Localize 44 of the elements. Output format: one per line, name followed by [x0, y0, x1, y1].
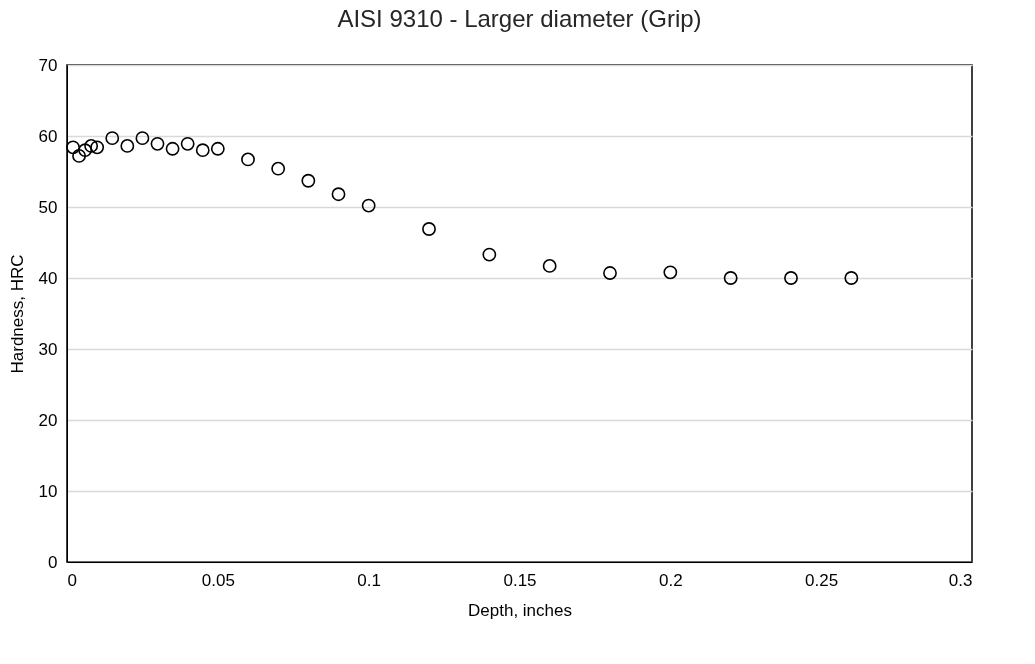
x-tick-label: 0.3	[948, 570, 973, 590]
x-tick-label: 0.25	[805, 570, 839, 590]
point	[271, 161, 286, 176]
y-tick-label: 0	[48, 552, 58, 572]
point	[105, 131, 120, 146]
point	[542, 259, 557, 273]
x-tick-label: 0.2	[659, 570, 683, 590]
x-tick-label: 0.1	[357, 570, 381, 590]
y-tick-label: 50	[38, 197, 58, 217]
point	[66, 140, 80, 155]
point	[663, 265, 678, 280]
point	[135, 131, 150, 146]
y-axis-title: Hardness, HRC	[7, 254, 27, 374]
point	[120, 139, 135, 153]
point	[150, 136, 165, 151]
point	[784, 271, 798, 285]
point	[422, 222, 436, 236]
point	[180, 136, 195, 151]
point	[84, 139, 99, 153]
point	[844, 271, 859, 285]
point	[241, 152, 255, 167]
point	[195, 143, 210, 158]
x-axis-title: Depth, inches	[468, 600, 572, 620]
point	[72, 148, 86, 163]
x-tick-label: 0	[67, 570, 77, 590]
point	[331, 187, 346, 202]
point	[603, 266, 617, 280]
chart-title: AISI 9310 - Larger diameter (Grip)	[337, 5, 702, 32]
x-tick-label: 0.15	[503, 570, 537, 590]
y-tick-label: 40	[38, 268, 58, 288]
point	[78, 143, 93, 158]
point	[301, 173, 316, 188]
point	[165, 141, 180, 156]
point	[210, 141, 225, 156]
point	[482, 247, 497, 262]
y-tick-label: 20	[38, 410, 58, 430]
y-tick-label: 60	[38, 126, 58, 146]
y-tick-label: 30	[38, 339, 58, 359]
point	[361, 198, 376, 213]
x-tick-label: 0.05	[201, 570, 235, 590]
y-tick-label: 10	[38, 481, 58, 501]
point	[90, 140, 105, 155]
y-tick-label: 70	[38, 55, 58, 75]
point	[723, 271, 738, 285]
